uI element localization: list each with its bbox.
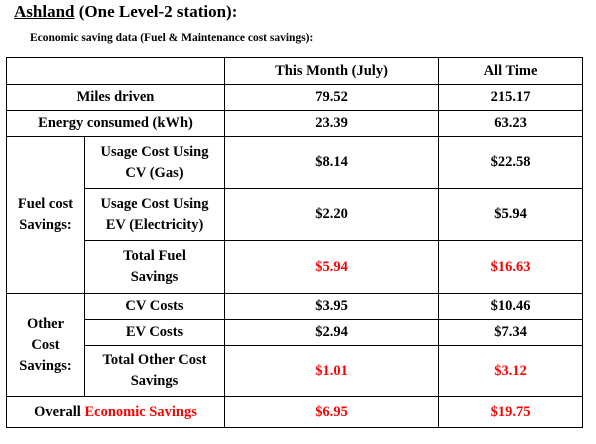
other-cost-savings-group-label: Other Cost Savings: xyxy=(6,293,85,397)
page-title: Ashland (One Level-2 station): xyxy=(14,2,237,22)
table-row-usage-cv: Fuel cost Savings: Usage Cost Using CV (… xyxy=(6,136,583,294)
overall-label: Overall Economic Savings xyxy=(6,396,225,428)
table-row-energy: Energy consumed (kWh) 23.39 63.23 xyxy=(6,110,583,137)
total-fuel-label-line2: Savings xyxy=(130,269,179,285)
usage-cv-all-time: $22.58 xyxy=(438,136,583,189)
total-other-label-line2: Savings xyxy=(130,373,179,389)
energy-month: 23.39 xyxy=(224,110,439,137)
header-this-month: This Month (July) xyxy=(224,57,439,85)
title-rest: (One Level-2 station): xyxy=(74,2,238,21)
total-other-month: $1.01 xyxy=(224,345,439,397)
fuel-cost-savings-group-label: Fuel cost Savings: xyxy=(6,136,85,294)
usage-cv-label-line1: Usage Cost Using xyxy=(100,143,209,160)
cv-costs-month: $3.95 xyxy=(224,293,439,320)
table-row-cv-costs: Other Cost Savings: CV Costs $3.95 $10.4… xyxy=(6,293,583,397)
cv-costs-all-time: $10.46 xyxy=(438,293,583,320)
total-fuel-label-line1: Total Fuel xyxy=(123,248,186,264)
table-row-total-other: Total Other Cost Savings $1.01 $3.12 xyxy=(7,345,583,397)
miles-month: 79.52 xyxy=(224,84,439,111)
table-row-overall: Overall Economic Savings $6.95 $19.75 xyxy=(6,396,583,428)
overall-label-prefix: Overall xyxy=(34,403,85,420)
overall-month: $6.95 xyxy=(224,396,439,428)
usage-cv-label-line2: CV (Gas) xyxy=(125,164,184,181)
usage-ev-label: Usage Cost Using EV (Electricity) xyxy=(84,188,225,241)
total-fuel-all-time: $16.63 xyxy=(438,240,583,294)
cv-costs-label: CV Costs xyxy=(84,293,225,320)
miles-label: Miles driven xyxy=(6,84,225,111)
total-other-label: Total Other Cost Savings xyxy=(84,345,225,397)
title-location: Ashland xyxy=(14,2,75,21)
fuel-group-label-line1: Fuel cost xyxy=(17,196,74,212)
ev-costs-month: $2.94 xyxy=(224,319,439,346)
header-all-time: All Time xyxy=(438,57,583,85)
overall-label-highlight: Economic Savings xyxy=(84,403,197,420)
ev-costs-label: EV Costs xyxy=(84,319,225,346)
usage-ev-all-time: $5.94 xyxy=(438,188,583,241)
table-header-row: This Month (July) All Time xyxy=(6,57,583,85)
energy-label: Energy consumed (kWh) xyxy=(6,110,225,137)
page-subtitle: Economic saving data (Fuel & Maintenance… xyxy=(30,32,314,44)
energy-all-time: 63.23 xyxy=(438,110,583,137)
usage-ev-label-line2: EV (Electricity) xyxy=(105,216,204,233)
savings-table: This Month (July) All Time Miles driven … xyxy=(6,57,583,428)
usage-ev-label-line1: Usage Cost Using xyxy=(100,195,209,212)
total-other-all-time: $3.12 xyxy=(438,345,583,397)
usage-ev-month: $2.20 xyxy=(224,188,439,241)
table-row-total-fuel: Total Fuel Savings $5.94 $16.63 xyxy=(7,240,583,294)
total-other-label-line1: Total Other Cost xyxy=(102,352,207,368)
usage-cv-label: Usage Cost Using CV (Gas) xyxy=(84,136,225,189)
table-row-usage-ev: Usage Cost Using EV (Electricity) $2.20 … xyxy=(7,188,583,241)
miles-all-time: 215.17 xyxy=(438,84,583,111)
usage-cv-month: $8.14 xyxy=(224,136,439,189)
overall-all-time: $19.75 xyxy=(438,396,583,428)
total-fuel-month: $5.94 xyxy=(224,240,439,294)
total-fuel-label: Total Fuel Savings xyxy=(84,240,225,294)
other-group-label-line3: Savings: xyxy=(19,357,72,374)
other-group-label-line1: Other xyxy=(26,315,65,332)
header-blank-cell xyxy=(6,57,225,85)
table-row-miles: Miles driven 79.52 215.17 xyxy=(6,84,583,111)
fuel-group-label-line2: Savings: xyxy=(19,217,72,233)
ev-costs-all-time: $7.34 xyxy=(438,319,583,346)
table-row-ev-costs: EV Costs $2.94 $7.34 xyxy=(7,319,583,346)
other-group-label-line2: Cost xyxy=(31,336,60,353)
